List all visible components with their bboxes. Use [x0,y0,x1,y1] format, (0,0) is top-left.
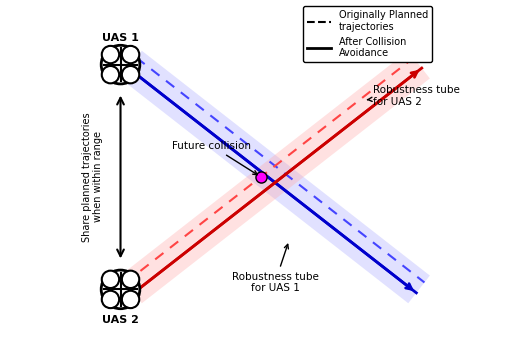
FancyBboxPatch shape [120,51,430,303]
Text: UAS 1: UAS 1 [102,33,139,42]
Circle shape [102,46,119,63]
Circle shape [102,291,119,308]
Circle shape [102,66,119,83]
Circle shape [101,45,140,84]
Text: Share planned trajectories
when within range: Share planned trajectories when within r… [81,112,103,242]
Text: Robustness tube
for UAS 1: Robustness tube for UAS 1 [232,244,318,293]
Text: Robustness tube
for UAS 2: Robustness tube for UAS 2 [367,85,460,107]
Circle shape [122,271,139,288]
Circle shape [101,270,140,309]
Legend: Originally Planned
trajectories, After Collision
Avoidance: Originally Planned trajectories, After C… [303,6,432,62]
Text: UAS 2: UAS 2 [102,315,139,325]
FancyBboxPatch shape [120,51,430,303]
Circle shape [122,46,139,63]
Circle shape [102,271,119,288]
Circle shape [122,291,139,308]
Circle shape [122,66,139,83]
Text: Future collision: Future collision [172,141,257,175]
